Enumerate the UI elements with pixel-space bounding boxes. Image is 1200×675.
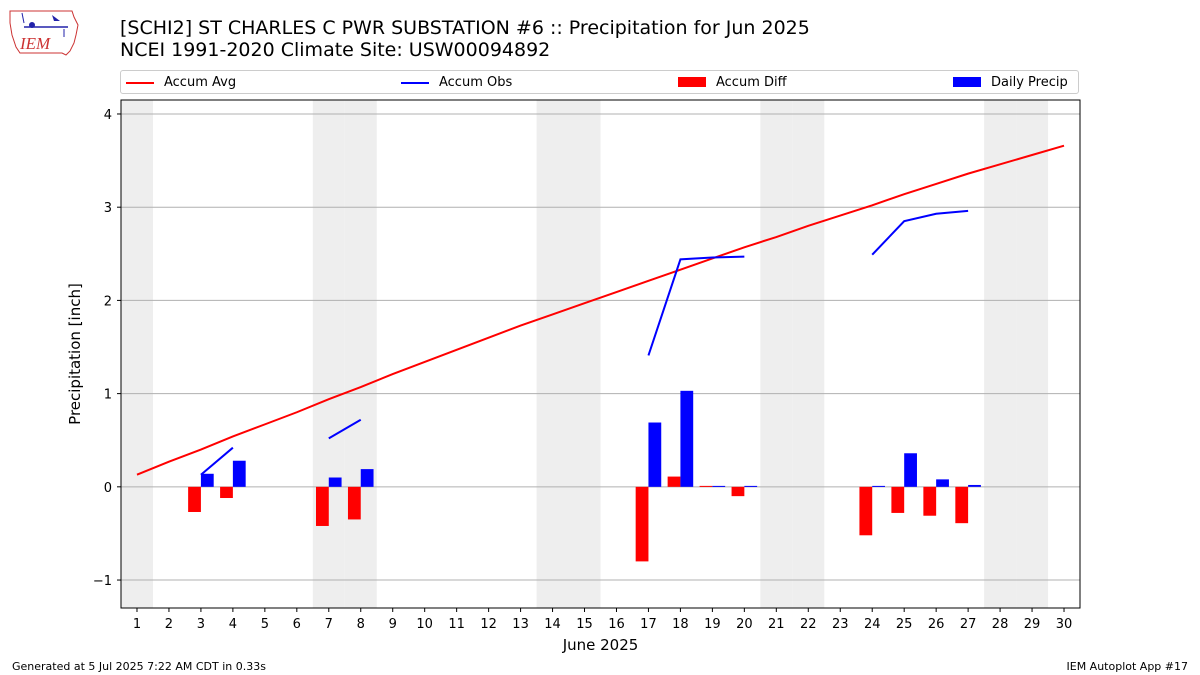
- weekend-band: [121, 100, 153, 608]
- bar-daily-precip: [360, 469, 374, 487]
- x-tick-label: 23: [832, 617, 849, 632]
- y-tick-label: 2: [104, 294, 112, 309]
- bar-daily-precip: [712, 485, 726, 487]
- legend-swatch-accum-diff: [678, 77, 706, 87]
- weekend-band: [760, 100, 793, 608]
- bar-daily-precip: [680, 390, 694, 487]
- legend-item-daily-precip: Daily Precip: [953, 74, 1077, 92]
- x-tick-label: 20: [736, 617, 753, 632]
- x-tick-label: 5: [261, 617, 269, 632]
- x-tick-label: 27: [960, 617, 977, 632]
- legend-item-accum-diff: Accum Diff: [678, 74, 878, 92]
- plot-frame: [120, 99, 1081, 609]
- y-axis-label: Precipitation [inch]: [66, 283, 84, 425]
- bar-daily-precip: [648, 422, 662, 487]
- bar-accum-diff: [699, 485, 713, 487]
- chart-legend: Accum Avg Accum Obs Accum Diff Daily Pre…: [120, 70, 1079, 94]
- bar-accum-diff: [220, 486, 233, 499]
- x-tick-label: 25: [896, 617, 913, 632]
- legend-swatch-accum-avg: [126, 82, 154, 84]
- footer-generated: Generated at 5 Jul 2025 7:22 AM CDT in 0…: [12, 660, 266, 673]
- y-tick-label: 1: [104, 388, 112, 403]
- weekend-band: [1016, 100, 1049, 608]
- x-tick-label: 24: [864, 617, 881, 632]
- y-tick-label: −1: [93, 574, 112, 589]
- x-tick-label: 12: [480, 617, 497, 632]
- x-tick-label: 1: [133, 617, 141, 632]
- legend-label-accum-diff: Accum Diff: [716, 75, 787, 90]
- x-tick-label: 22: [800, 617, 817, 632]
- bar-accum-diff: [635, 486, 649, 562]
- line-accum-obs: [647, 255, 745, 356]
- footer-app-id: IEM Autoplot App #17: [1066, 660, 1189, 673]
- bar-daily-precip: [232, 460, 246, 487]
- legend-label-accum-obs: Accum Obs: [439, 75, 513, 90]
- legend-item-accum-avg: Accum Avg: [126, 74, 326, 92]
- iowa-outline: [9, 10, 79, 56]
- weekend-band: [792, 100, 825, 608]
- weekend-band: [984, 100, 1017, 608]
- logo-text: IEM: [19, 34, 51, 53]
- line-accum-obs: [328, 418, 362, 440]
- x-tick-label: 14: [544, 617, 561, 632]
- weekend-band: [312, 100, 345, 608]
- x-tick-label: 26: [928, 617, 945, 632]
- x-tick-label: 7: [325, 617, 333, 632]
- line-accum-obs: [200, 446, 234, 476]
- bar-daily-precip: [200, 473, 214, 487]
- iem-logo: IEM: [9, 10, 79, 56]
- bar-accum-diff: [923, 486, 937, 516]
- legend-item-accum-obs: Accum Obs: [401, 74, 601, 92]
- bar-daily-precip: [936, 479, 949, 487]
- x-tick-label: 8: [357, 617, 365, 632]
- bar-accum-diff: [955, 486, 969, 524]
- y-tick-label: 4: [104, 108, 112, 123]
- x-tick-label: 6: [293, 617, 301, 632]
- x-tick-label: 11: [448, 617, 465, 632]
- x-tick-label: 15: [576, 617, 593, 632]
- legend-label-daily-precip: Daily Precip: [991, 75, 1068, 90]
- bar-accum-diff: [188, 486, 201, 512]
- weekend-band: [568, 100, 601, 608]
- legend-swatch-daily-precip: [953, 77, 981, 87]
- x-tick-label: 19: [704, 617, 721, 632]
- x-tick-label: 9: [389, 617, 397, 632]
- bar-accum-diff: [891, 486, 905, 513]
- bar-accum-diff: [859, 486, 873, 536]
- legend-label-accum-avg: Accum Avg: [164, 75, 237, 90]
- bar-daily-precip: [968, 484, 981, 487]
- bar-daily-precip: [328, 477, 342, 487]
- bar-accum-diff: [347, 486, 361, 520]
- x-tick-label: 3: [197, 617, 205, 632]
- line-accum-avg: [136, 144, 1065, 476]
- x-tick-label: 28: [992, 617, 1009, 632]
- y-tick-label: 0: [104, 481, 112, 496]
- bar-daily-precip: [904, 453, 917, 487]
- x-axis-label: June 2025: [562, 636, 639, 654]
- bar-accum-diff: [315, 486, 329, 526]
- x-tick-label: 2: [165, 617, 173, 632]
- bar-accum-diff: [731, 486, 745, 497]
- chart-title: [SCHI2] ST CHARLES C PWR SUBSTATION #6 :…: [120, 17, 810, 39]
- line-accum-obs: [871, 209, 969, 256]
- bar-daily-precip: [744, 485, 758, 487]
- x-tick-label: 16: [608, 617, 625, 632]
- x-tick-label: 18: [672, 617, 689, 632]
- x-tick-label: 13: [512, 617, 529, 632]
- x-tick-label: 29: [1024, 617, 1041, 632]
- weekend-band: [536, 100, 569, 608]
- x-tick-label: 17: [640, 617, 657, 632]
- x-tick-label: 21: [768, 617, 785, 632]
- x-tick-label: 4: [229, 617, 237, 632]
- chart-subtitle: NCEI 1991-2020 Climate Site: USW00094892: [120, 39, 551, 61]
- bar-accum-diff: [667, 476, 681, 487]
- weekend-band: [344, 100, 377, 608]
- bar-daily-precip: [872, 485, 886, 487]
- x-tick-label: 10: [416, 617, 433, 632]
- y-tick-label: 3: [104, 201, 112, 216]
- legend-swatch-accum-obs: [401, 82, 429, 84]
- x-tick-label: 30: [1056, 617, 1073, 632]
